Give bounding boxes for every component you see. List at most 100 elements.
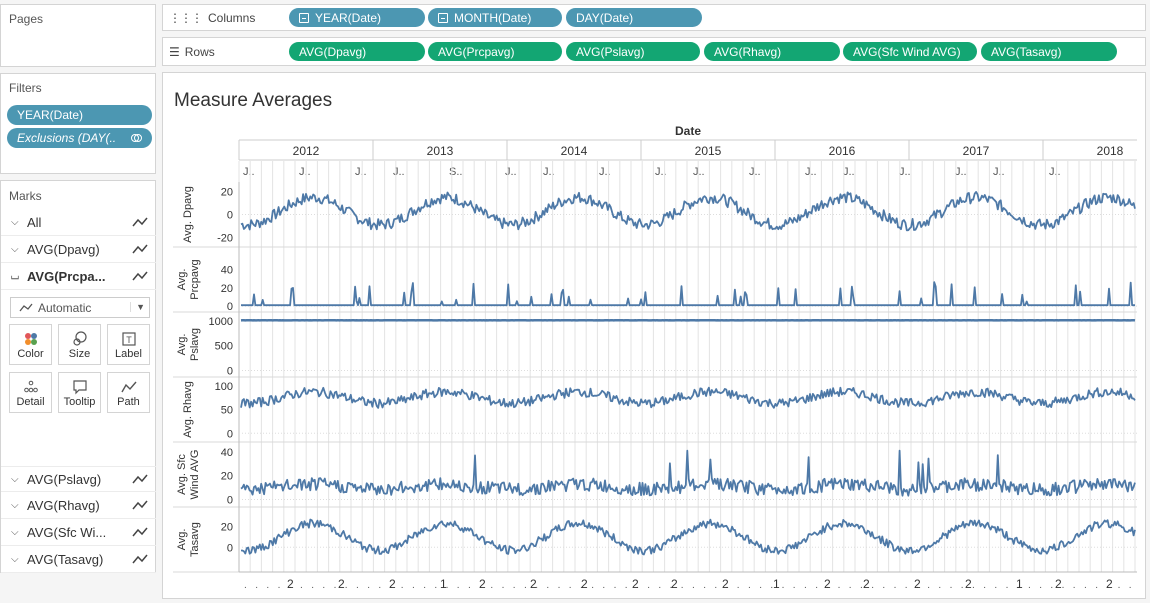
tooltip-button[interactable]: Tooltip: [58, 372, 101, 413]
day-axis-label: 2: [581, 577, 588, 591]
mark-type-dropdown[interactable]: Automatic ▼: [10, 297, 150, 318]
marks-row-dpavg[interactable]: ⌵ AVG(Dpavg): [1, 237, 156, 263]
marks-title: Marks: [9, 189, 42, 203]
y-tick-label: 0: [227, 301, 233, 313]
day-axis-dot: .: [378, 580, 381, 591]
marks-row-all[interactable]: ⌵ All: [1, 210, 156, 236]
row-pill-sfc-wind[interactable]: AVG(Sfc Wind AVG): [843, 42, 977, 61]
day-axis-dot: .: [345, 580, 348, 591]
path-icon: [120, 381, 137, 393]
y-axis-title: Wind AVG: [189, 450, 201, 500]
columns-icon: ⋮⋮⋮: [169, 10, 203, 25]
day-axis-dot: .: [614, 580, 617, 591]
day-axis-dot: .: [871, 580, 874, 591]
year-label: 2016: [829, 144, 856, 158]
y-axis-title: Prcpavg: [189, 259, 201, 299]
filter-year-date[interactable]: YEAR(Date): [7, 105, 152, 125]
day-axis-label: 1: [440, 577, 447, 591]
day-axis-dot: .: [1039, 580, 1042, 591]
day-axis-dot: .: [1028, 580, 1031, 591]
month-header-label: J..: [993, 166, 1005, 178]
y-tick-label: 20: [221, 522, 233, 534]
day-axis-dot: .: [446, 580, 449, 591]
tooltip-icon: [72, 380, 87, 395]
month-header-label: J..: [805, 166, 817, 178]
day-axis-dot: .: [1050, 580, 1053, 591]
marks-row-pslavg[interactable]: ⌵ AVG(Pslavg): [1, 466, 156, 492]
marks-row-tasavg[interactable]: ⌵ AVG(Tasavg): [1, 547, 156, 573]
marks-row-prcpavg[interactable]: ⌴ AVG(Prcpa...: [1, 264, 156, 290]
row-pill-tasavg[interactable]: AVG(Tasavg): [981, 42, 1117, 61]
viz-sheet[interactable]: Measure Averages Date 2012 2013 2014 2015 2016…: [162, 72, 1146, 599]
day-axis-dot: .: [647, 580, 650, 591]
day-axis-label: 2: [965, 577, 972, 591]
day-axis-dot: .: [244, 580, 247, 591]
detail-button[interactable]: Detail: [9, 372, 52, 413]
marks-row-rhavg[interactable]: ⌵ AVG(Rhavg): [1, 493, 156, 519]
month-header-label: J..: [599, 166, 611, 178]
label-button[interactable]: T Label: [107, 324, 150, 365]
month-header-label: J..: [1049, 166, 1061, 178]
column-pill-day[interactable]: DAY(Date): [566, 8, 702, 27]
day-axis-label: 2: [914, 577, 921, 591]
y-axis-title: Avg.: [176, 529, 188, 551]
day-axis-dot: .: [815, 580, 818, 591]
color-button[interactable]: Color: [9, 324, 52, 365]
chevron-down-icon: ⌵: [11, 527, 19, 538]
marks-row-sfc-wind[interactable]: ⌵ AVG(Sfc Wi...: [1, 520, 156, 546]
filters-title: Filters: [9, 81, 42, 95]
day-axis-dot: .: [546, 580, 549, 591]
column-pill-year[interactable]: YEAR(Date): [289, 8, 425, 27]
day-axis-dot: .: [513, 580, 516, 591]
day-axis-label: 2: [530, 577, 537, 591]
day-axis-dot: .: [558, 580, 561, 591]
day-axis-dot: .: [860, 580, 863, 591]
day-axis-dot: .: [602, 580, 605, 591]
day-axis-dot: .: [759, 580, 762, 591]
y-tick-label: 20: [221, 187, 233, 199]
year-label: 2014: [561, 144, 588, 158]
day-axis-dot: .: [714, 580, 717, 591]
chevron-down-icon: ⌵: [11, 217, 19, 228]
year-label: 2012: [293, 144, 320, 158]
line-mark-icon: [132, 244, 148, 254]
row-pill-pslavg[interactable]: AVG(Pslavg): [566, 42, 700, 61]
day-axis-dot: .: [838, 580, 841, 591]
path-button[interactable]: Path: [107, 372, 150, 413]
rows-shelf-label: Rows: [184, 44, 215, 59]
day-axis-dot: .: [289, 580, 292, 591]
day-axis-dot: .: [1118, 580, 1121, 591]
day-axis-label: 2: [389, 577, 396, 591]
year-label: 2015: [695, 144, 722, 158]
day-axis-dot: .: [625, 580, 628, 591]
day-axis-label: 2: [863, 577, 870, 591]
month-header-label: J..: [655, 166, 667, 178]
day-axis-label: 2: [824, 577, 831, 591]
size-button[interactable]: Size: [58, 324, 101, 365]
row-pill-rhavg[interactable]: AVG(Rhavg): [704, 42, 840, 61]
row-pill-prcpavg[interactable]: AVG(Prcpavg): [428, 42, 562, 61]
day-axis-dot: .: [983, 580, 986, 591]
y-tick-label: 0: [227, 210, 233, 222]
columns-shelf[interactable]: ⋮⋮⋮ Columns YEAR(Date) MONTH(Date) DAY(D…: [162, 4, 1146, 31]
day-axis-dot: .: [1095, 580, 1098, 591]
chevron-down-icon: ⌵: [11, 500, 19, 511]
day-axis-dot: .: [703, 580, 706, 591]
y-tick-label: -20: [217, 232, 233, 244]
line-mark-icon: [132, 217, 148, 227]
series-line: [240, 191, 1136, 232]
chevron-down-icon: ⌵: [11, 473, 19, 485]
column-pill-month[interactable]: MONTH(Date): [428, 8, 562, 27]
row-pill-dpavg[interactable]: AVG(Dpavg): [289, 42, 425, 61]
day-axis-dot: .: [770, 580, 773, 591]
line-mark-icon: [132, 500, 148, 510]
day-axis-dot: .: [266, 580, 269, 591]
day-axis-label: 2: [287, 577, 294, 591]
filter-exclusions-day[interactable]: Exclusions (DAY(..: [7, 128, 152, 148]
y-axis-title: Avg. Dpavg: [182, 186, 194, 243]
rows-shelf[interactable]: ☰ Rows AVG(Dpavg) AVG(Prcpavg) AVG(Pslav…: [162, 37, 1146, 66]
day-axis-dot: .: [748, 580, 751, 591]
day-axis-label: 2: [338, 577, 345, 591]
day-axis-dot: .: [1084, 580, 1087, 591]
